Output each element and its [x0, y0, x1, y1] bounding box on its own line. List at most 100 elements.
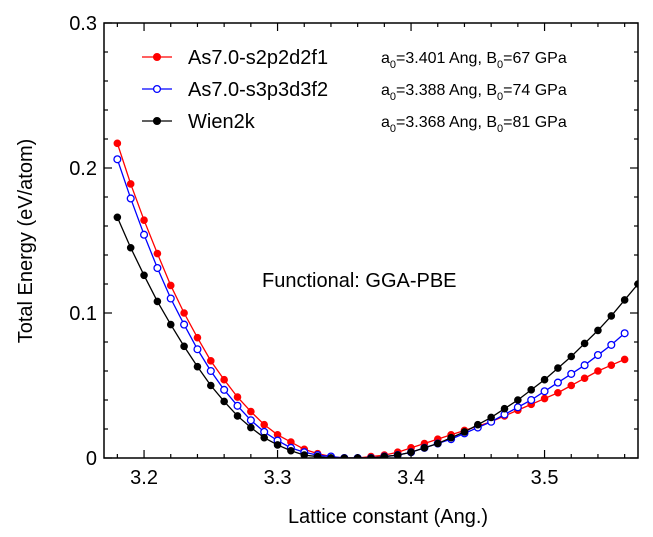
data-point: [594, 367, 602, 375]
legend-entry: As7.0-s2p2d2f1 a0=3.401 Ang, B0=67 GPa: [142, 47, 567, 71]
data-point: [580, 361, 589, 370]
y-tick-label: 0: [86, 448, 97, 470]
data-point: [593, 350, 602, 360]
data-point: [567, 352, 576, 361]
series-line: [116, 159, 626, 458]
data-point: [113, 139, 122, 148]
legend-label: Wien2k: [188, 111, 256, 133]
data-point: [193, 345, 202, 354]
data-point: [620, 329, 629, 338]
data-point: [113, 155, 122, 164]
legend-label: As7.0-s3p3d3f2: [188, 79, 328, 101]
data-point: [126, 194, 135, 203]
data-point: [273, 441, 282, 449]
data-point: [620, 355, 629, 364]
data-point: [260, 420, 269, 429]
legend-fit-params: a0=3.388 Ang, B0=74 GPa: [381, 82, 567, 103]
series-2: [113, 155, 629, 458]
data-point: [553, 378, 562, 387]
data-point: [567, 381, 576, 390]
data-point: [140, 216, 148, 224]
data-point: [527, 386, 536, 394]
data-point: [260, 433, 269, 442]
data-point: [580, 374, 589, 383]
data-point: [527, 395, 536, 405]
series-line: [116, 143, 625, 458]
data-point: [513, 403, 522, 412]
data-point: [433, 439, 442, 448]
data-point: [607, 361, 616, 370]
axes-layer: 3.2 3.3 3.4 3.5 0 0.1 0.2 0.3: [69, 13, 639, 489]
data-point: [580, 339, 589, 348]
data-point: [233, 393, 242, 401]
y-tick-label: 0.2: [69, 158, 97, 180]
data-point: [180, 309, 188, 317]
x-tick-label: 3.5: [531, 467, 559, 489]
data-point: [140, 271, 148, 280]
data-point: [126, 180, 135, 188]
data-point: [247, 407, 255, 416]
data-point: [113, 213, 122, 222]
data-point: [313, 452, 322, 458]
legend-marker: [152, 116, 162, 126]
data-point: [166, 281, 175, 290]
y-tick-label: 0.1: [69, 303, 97, 325]
data-point: [233, 412, 242, 420]
data-point: [207, 381, 215, 390]
data-point: [220, 397, 228, 406]
plot-frame: [103, 22, 639, 459]
data-point: [206, 366, 215, 376]
data-point: [247, 423, 255, 432]
data-point: [447, 433, 455, 442]
x-tick-label: 3.3: [264, 467, 292, 489]
data-point: [207, 357, 215, 365]
series-1: [113, 139, 629, 458]
data-point: [487, 413, 495, 422]
data-point: [153, 263, 162, 273]
data-point: [554, 388, 562, 397]
data-point: [607, 340, 616, 349]
data-point: [540, 387, 549, 396]
data-point: [180, 320, 189, 329]
data-point: [540, 375, 549, 384]
legend: As7.0-s2p2d2f1 a0=3.401 Ang, B0=67 GPaAs7…: [142, 47, 567, 135]
data-point: [620, 296, 629, 304]
data-point: [220, 375, 228, 384]
y-tick-label: 0.3: [69, 13, 97, 35]
x-tick-label: 3.2: [130, 467, 158, 489]
legend-marker: [152, 52, 162, 62]
data-point: [554, 364, 562, 372]
x-tick-label: 3.4: [397, 467, 425, 489]
data-point: [340, 454, 349, 458]
data-point: [166, 320, 175, 329]
data-point: [567, 369, 576, 378]
data-point: [594, 326, 602, 335]
data-point: [500, 404, 509, 413]
data-point: [140, 230, 149, 239]
data-point: [153, 249, 162, 258]
legend-entry: Wien2k a0=3.368 Ang, B0=81 GPa: [142, 111, 567, 135]
x-axis-label: Lattice constant (Ang.): [288, 506, 488, 528]
legend-label: As7.0-s2p2d2f1: [188, 47, 328, 69]
series-3: [113, 213, 638, 458]
data-point: [393, 451, 402, 458]
data-point: [233, 401, 242, 410]
data-point: [246, 416, 255, 425]
legend-fit-params: a0=3.368 Ang, B0=81 GPa: [381, 114, 567, 135]
data-point: [460, 428, 469, 436]
data-point: [367, 454, 375, 458]
data-point: [180, 342, 188, 351]
plot-layer: [113, 139, 638, 458]
data-point: [474, 420, 482, 429]
legend-marker: [152, 84, 162, 94]
data-point: [220, 385, 229, 394]
data-point: [540, 394, 549, 403]
y-axis-label: Total Energy (eV/atom): [15, 139, 37, 344]
data-point: [287, 446, 295, 455]
data-point: [193, 362, 202, 371]
legend-entry: As7.0-s3p3d3f2 a0=3.388 Ang, B0=74 GPa: [142, 79, 567, 103]
legend-fit-params: a0=3.401 Ang, B0=67 GPa: [381, 50, 567, 71]
data-point: [126, 243, 135, 252]
data-point: [193, 333, 202, 342]
